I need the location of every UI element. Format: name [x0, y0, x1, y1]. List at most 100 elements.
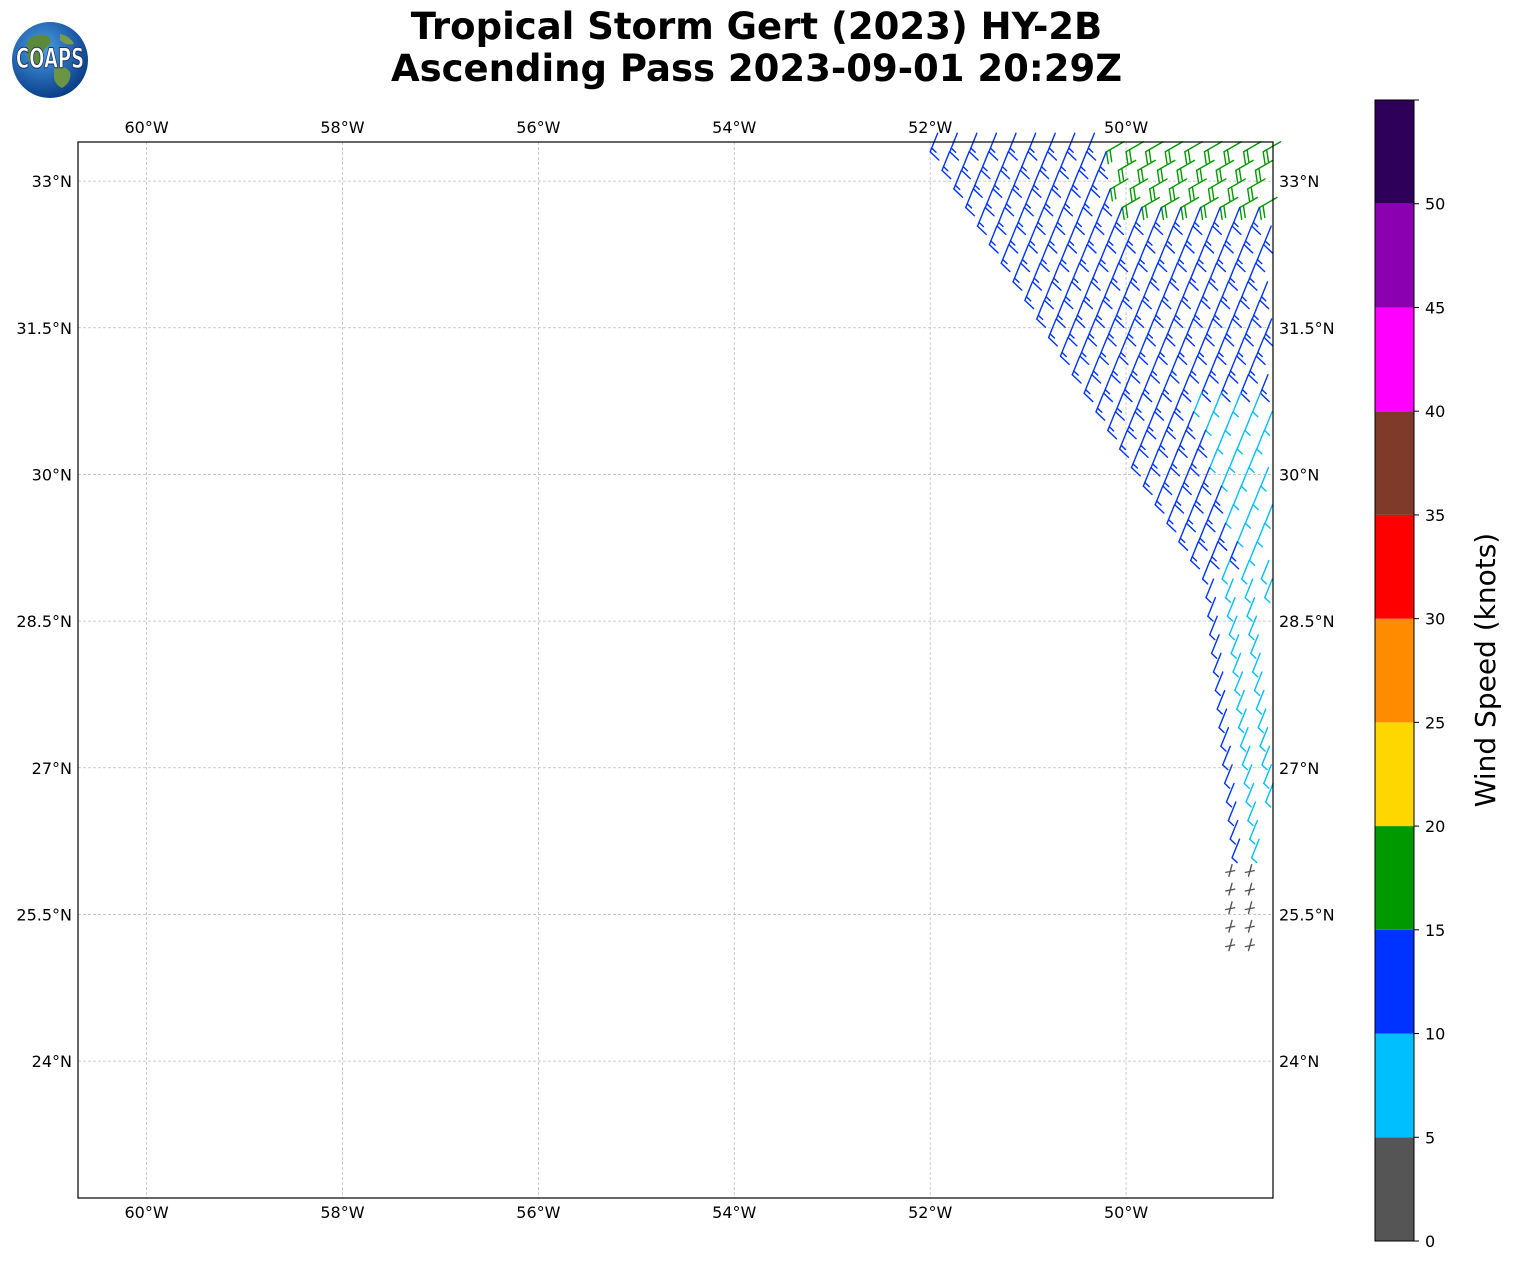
- wind-barb: [1047, 225, 1058, 254]
- wind-barb: [1244, 919, 1255, 933]
- wind-barb: [1222, 745, 1231, 771]
- wind-barb: [1244, 938, 1255, 952]
- wind-barb: [1264, 782, 1274, 808]
- wind-barb: [1259, 281, 1270, 310]
- wind-barb: [1215, 159, 1235, 183]
- wind-barb: [1244, 864, 1255, 878]
- lat-tick-label-left: 24°N: [32, 1052, 72, 1071]
- wind-barb: [1058, 151, 1069, 180]
- wind-barb: [1248, 615, 1258, 641]
- wind-barb: [1243, 764, 1253, 789]
- wind-barb: [1201, 466, 1212, 496]
- wind-barb: [1114, 299, 1125, 328]
- wind-barb: [1196, 336, 1207, 366]
- wind-barb: [1157, 244, 1168, 273]
- globe-icon: [12, 22, 88, 98]
- wind-barb: [1243, 318, 1254, 347]
- wind-barb: [1149, 262, 1160, 291]
- wind-barb: [1117, 159, 1137, 183]
- wind-barb: [1142, 374, 1153, 403]
- wind-barb: [1156, 159, 1176, 183]
- wind-barb: [1126, 318, 1137, 347]
- wind-barb: [1180, 196, 1200, 221]
- wind-barb: [1260, 559, 1270, 585]
- wind-barb: [1241, 745, 1251, 771]
- wind-barb: [1212, 392, 1222, 418]
- colorbar-frame: [1374, 99, 1415, 1242]
- wind-barb: [1103, 374, 1114, 403]
- wind-barb: [1241, 559, 1250, 585]
- lon-tick-label-bottom: 58°W: [320, 1203, 364, 1222]
- wind-barb: [1264, 578, 1273, 604]
- wind-barb: [1000, 151, 1011, 180]
- wind-barb: [1205, 578, 1215, 604]
- wind-barb: [1225, 901, 1236, 915]
- wind-barb: [1204, 225, 1215, 254]
- wind-barb: [1177, 429, 1188, 458]
- wind-barb: [1071, 355, 1082, 384]
- wind-barb: [1255, 336, 1266, 366]
- wind-barb: [1145, 225, 1156, 254]
- wind-barb: [1239, 281, 1250, 310]
- lat-tick-label-left: 27°N: [32, 759, 72, 778]
- wind-barb: [1255, 244, 1266, 273]
- wind-barb: [972, 169, 983, 198]
- wind-barb: [1213, 485, 1224, 514]
- wind-barb: [1079, 336, 1090, 366]
- wind-barb: [1251, 392, 1261, 418]
- wind-barb: [1232, 392, 1242, 418]
- lon-tick-label-bottom: 54°W: [712, 1203, 756, 1222]
- wind-barb: [1197, 429, 1208, 458]
- wind-barb: [1236, 429, 1246, 455]
- wind-barb: [1190, 541, 1201, 570]
- wind-barb: [1165, 318, 1176, 347]
- wind-barb: [1153, 206, 1164, 236]
- wind-barb: [1063, 281, 1074, 310]
- wind-barb: [1253, 671, 1263, 697]
- axis-tick-labels: 60°W 60°W 58°W 58°W 56°W 56°W 54°W 54°W 52°W 52°W…: [16, 118, 1334, 1222]
- lat-tick-label-left: 28.5°N: [16, 612, 72, 631]
- wind-barb: [941, 151, 952, 180]
- wind-barb: [1216, 429, 1226, 455]
- wind-barb: [1212, 652, 1222, 678]
- wind-barb: [1153, 299, 1164, 328]
- wind-barb: [1260, 466, 1270, 492]
- wind-barb: [1091, 355, 1102, 384]
- colorbar-tick-label: 45: [1425, 298, 1445, 317]
- wind-barb: [1258, 196, 1278, 221]
- wind-barb: [1247, 355, 1258, 384]
- wind-barb: [1172, 206, 1183, 236]
- lat-tick-label-right: 24°N: [1279, 1052, 1319, 1071]
- wind-barb: [1177, 336, 1188, 366]
- wind-barb: [1078, 244, 1089, 273]
- wind-barb: [1122, 281, 1133, 310]
- wind-barb: [1055, 206, 1066, 236]
- wind-barb: [1011, 169, 1023, 198]
- wind-barb: [1224, 318, 1235, 347]
- wind-barb: [1262, 225, 1274, 254]
- wind-barb: [1207, 596, 1217, 622]
- wind-barb: [965, 188, 976, 217]
- wind-barb: [1176, 244, 1187, 273]
- wind-barb: [1047, 132, 1058, 161]
- wind-barb: [953, 169, 964, 198]
- wind-barb: [1263, 411, 1273, 436]
- wind-barb: [1102, 281, 1113, 310]
- wind-barb: [1129, 178, 1149, 202]
- wind-barb: [1086, 225, 1097, 254]
- wind-barb: [1204, 318, 1215, 347]
- wind-barb: [1106, 225, 1117, 254]
- wind-barb: [1262, 141, 1282, 165]
- wind-barb: [1230, 634, 1240, 659]
- gridlines: [78, 142, 1273, 1198]
- wind-barb: [976, 206, 987, 236]
- wind-barb: [1118, 244, 1129, 273]
- wind-barb: [1188, 262, 1199, 291]
- wind-barb: [1031, 169, 1042, 198]
- wind-barb: [1173, 299, 1184, 328]
- colorbar-segment: [1375, 203, 1414, 308]
- wind-barb: [1257, 708, 1267, 734]
- wind-barb: [1134, 299, 1145, 328]
- wind-barb: [1189, 355, 1200, 384]
- wind-barb: [1229, 819, 1239, 845]
